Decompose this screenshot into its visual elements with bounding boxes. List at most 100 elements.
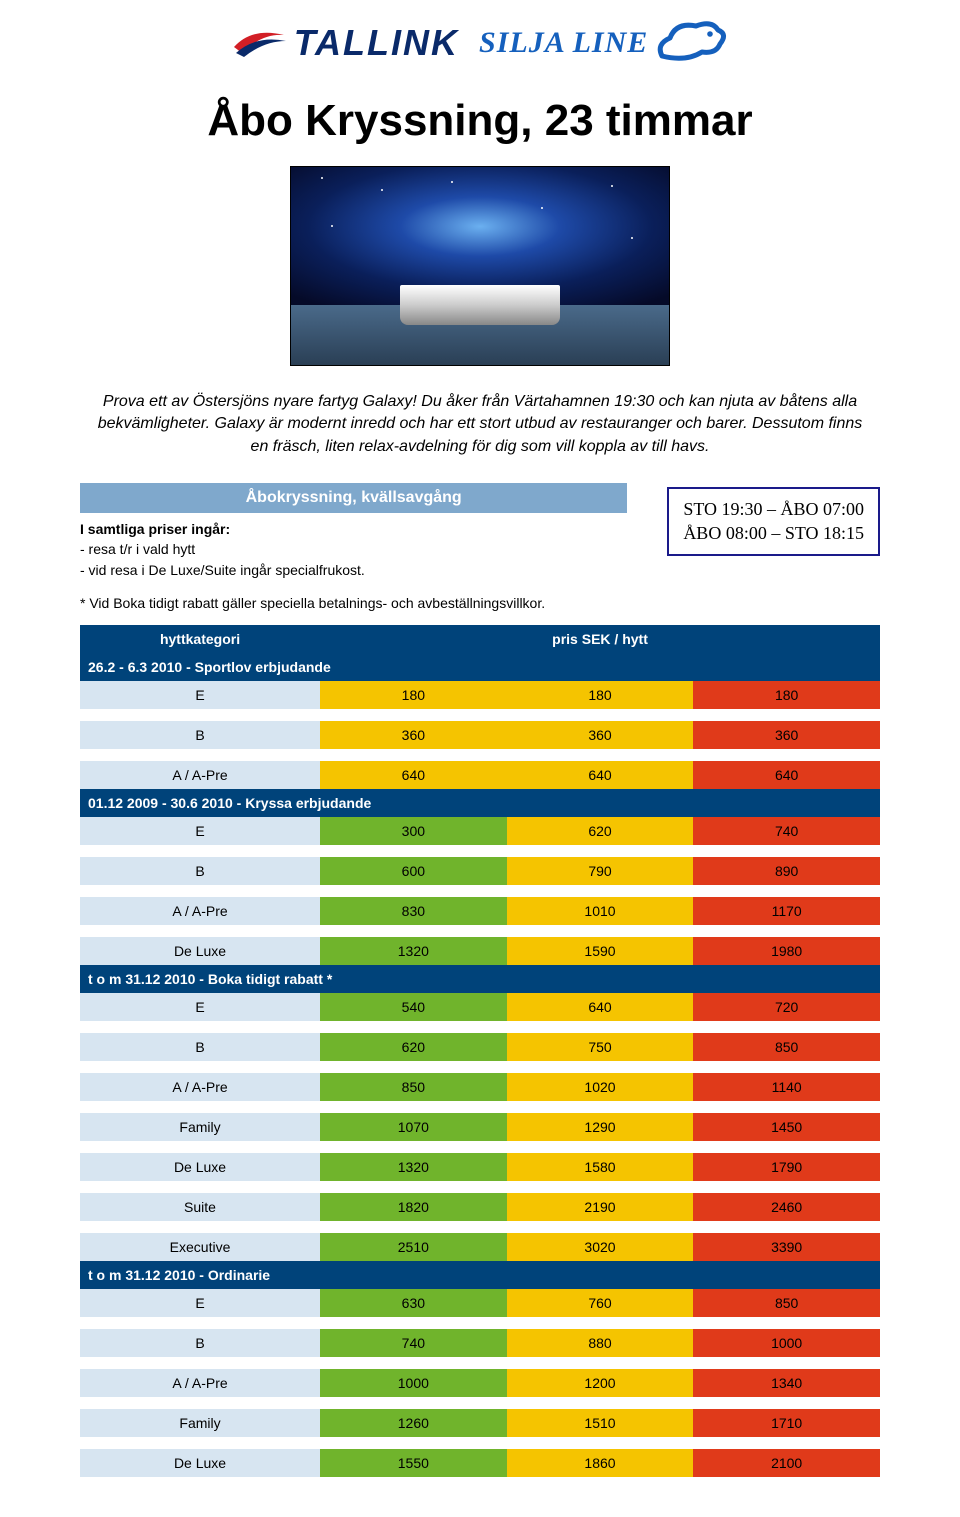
price-cell: 360 bbox=[693, 721, 880, 749]
price-cell: 180 bbox=[693, 681, 880, 709]
price-cell: 1340 bbox=[693, 1369, 880, 1397]
price-cell: 1980 bbox=[693, 937, 880, 965]
price-cell: 1580 bbox=[507, 1153, 694, 1181]
inclusions-item: - vid resa i De Luxe/Suite ingår special… bbox=[80, 560, 627, 580]
price-category: Family bbox=[80, 1113, 320, 1141]
price-category: Suite bbox=[80, 1193, 320, 1221]
price-row: B360360360 bbox=[80, 721, 880, 749]
price-cell: 1290 bbox=[507, 1113, 694, 1141]
schedule-line: ÅBO 08:00 – STO 18:15 bbox=[683, 521, 864, 545]
price-category: E bbox=[80, 1289, 320, 1317]
row-gap bbox=[80, 1357, 880, 1369]
price-cell: 360 bbox=[507, 721, 694, 749]
footnote: * Vid Boka tidigt rabatt gäller speciell… bbox=[80, 595, 880, 611]
schedule-box: STO 19:30 – ÅBO 07:00 ÅBO 08:00 – STO 18… bbox=[667, 487, 880, 556]
inclusions-body: I samtliga priser ingår: - resa t/r i va… bbox=[80, 513, 627, 580]
price-cell: 1000 bbox=[320, 1369, 507, 1397]
price-cell: 1010 bbox=[507, 897, 694, 925]
price-cell: 1170 bbox=[693, 897, 880, 925]
price-cell: 1860 bbox=[507, 1449, 694, 1477]
price-category: De Luxe bbox=[80, 937, 320, 965]
row-gap bbox=[80, 925, 880, 937]
row-gap bbox=[80, 1221, 880, 1233]
tallink-swoosh-icon bbox=[232, 25, 288, 61]
price-cell: 850 bbox=[693, 1033, 880, 1061]
row-gap bbox=[80, 845, 880, 857]
price-row: A / A-Pre100012001340 bbox=[80, 1369, 880, 1397]
price-cell: 1590 bbox=[507, 937, 694, 965]
price-table: hyttkategori pris SEK / hytt 26.2 - 6.3 … bbox=[80, 625, 880, 1477]
price-cell: 1820 bbox=[320, 1193, 507, 1221]
price-row: Suite182021902460 bbox=[80, 1193, 880, 1221]
price-row: E300620740 bbox=[80, 817, 880, 845]
price-cell: 790 bbox=[507, 857, 694, 885]
row-gap bbox=[80, 749, 880, 761]
price-cell: 2510 bbox=[320, 1233, 507, 1261]
inclusions-item: - resa t/r i vald hytt bbox=[80, 539, 627, 559]
price-category: De Luxe bbox=[80, 1449, 320, 1477]
price-row: Executive251030203390 bbox=[80, 1233, 880, 1261]
price-row: De Luxe132015801790 bbox=[80, 1153, 880, 1181]
price-cell: 1790 bbox=[693, 1153, 880, 1181]
price-section-header: t o m 31.12 2010 - Boka tidigt rabatt * bbox=[80, 965, 880, 993]
price-cell: 1260 bbox=[320, 1409, 507, 1437]
price-cell: 890 bbox=[693, 857, 880, 885]
row-gap bbox=[80, 1437, 880, 1449]
page-title: Åbo Kryssning, 23 timmar bbox=[80, 96, 880, 146]
price-cell: 360 bbox=[320, 721, 507, 749]
price-category: B bbox=[80, 1329, 320, 1357]
price-cell: 850 bbox=[320, 1073, 507, 1101]
col-category: hyttkategori bbox=[80, 625, 320, 653]
row-gap bbox=[80, 1317, 880, 1329]
price-category: B bbox=[80, 721, 320, 749]
price-row: Family107012901450 bbox=[80, 1113, 880, 1141]
price-cell: 3020 bbox=[507, 1233, 694, 1261]
price-cell: 3390 bbox=[693, 1233, 880, 1261]
row-gap bbox=[80, 885, 880, 897]
price-row: E630760850 bbox=[80, 1289, 880, 1317]
row-gap bbox=[80, 1061, 880, 1073]
price-cell: 750 bbox=[507, 1033, 694, 1061]
silja-logo-text: SILJA LINE bbox=[479, 26, 648, 60]
price-category: A / A-Pre bbox=[80, 897, 320, 925]
price-cell: 1550 bbox=[320, 1449, 507, 1477]
price-cell: 740 bbox=[320, 1329, 507, 1357]
price-cell: 540 bbox=[320, 993, 507, 1021]
price-row: De Luxe132015901980 bbox=[80, 937, 880, 965]
price-cell: 760 bbox=[507, 1289, 694, 1317]
price-category: A / A-Pre bbox=[80, 1073, 320, 1101]
row-gap bbox=[80, 709, 880, 721]
price-cell: 1140 bbox=[693, 1073, 880, 1101]
price-category: A / A-Pre bbox=[80, 761, 320, 789]
price-cell: 180 bbox=[320, 681, 507, 709]
price-cell: 720 bbox=[693, 993, 880, 1021]
price-cell: 640 bbox=[507, 761, 694, 789]
seal-icon bbox=[656, 20, 728, 66]
row-gap bbox=[80, 1021, 880, 1033]
price-cell: 850 bbox=[693, 1289, 880, 1317]
price-category: Executive bbox=[80, 1233, 320, 1261]
price-cell: 740 bbox=[693, 817, 880, 845]
row-gap bbox=[80, 1397, 880, 1409]
price-cell: 2190 bbox=[507, 1193, 694, 1221]
price-row: A / A-Pre85010201140 bbox=[80, 1073, 880, 1101]
price-category: E bbox=[80, 681, 320, 709]
row-gap bbox=[80, 1101, 880, 1113]
price-cell: 1320 bbox=[320, 1153, 507, 1181]
intro-text: Prova ett av Östersjöns nyare fartyg Gal… bbox=[80, 391, 880, 458]
price-row: A / A-Pre640640640 bbox=[80, 761, 880, 789]
price-cell: 1710 bbox=[693, 1409, 880, 1437]
price-cell: 180 bbox=[507, 681, 694, 709]
price-row: De Luxe155018602100 bbox=[80, 1449, 880, 1477]
silja-logo: SILJA LINE bbox=[479, 20, 728, 66]
price-category: E bbox=[80, 993, 320, 1021]
price-row: E180180180 bbox=[80, 681, 880, 709]
logo-bar: TALLINK SILJA LINE bbox=[80, 20, 880, 66]
tallink-logo: TALLINK bbox=[232, 22, 459, 64]
price-cell: 600 bbox=[320, 857, 507, 885]
row-gap bbox=[80, 1181, 880, 1193]
price-category: B bbox=[80, 1033, 320, 1061]
inclusions-lead: I samtliga priser ingår: bbox=[80, 519, 627, 539]
price-cell: 880 bbox=[507, 1329, 694, 1357]
price-cell: 1510 bbox=[507, 1409, 694, 1437]
